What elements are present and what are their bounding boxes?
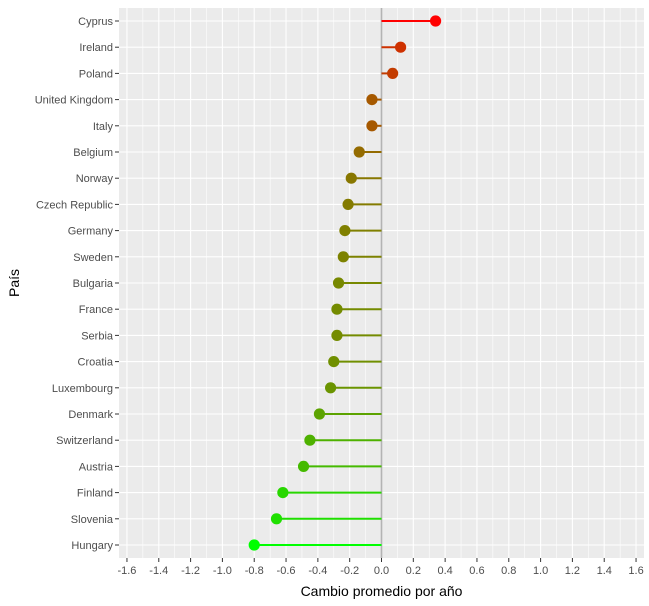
x-tick-label: 0.6 bbox=[469, 565, 484, 577]
y-tick-label: Denmark bbox=[68, 409, 113, 421]
x-tick-label: 0.4 bbox=[437, 565, 452, 577]
y-tick-label: Belgium bbox=[73, 147, 113, 159]
y-tick-label: Bulgaria bbox=[73, 278, 114, 290]
x-tick-label: 0.8 bbox=[501, 565, 516, 577]
x-axis-title: Cambio promedio por año bbox=[301, 583, 463, 599]
dot-serbia bbox=[331, 329, 343, 341]
y-tick-label: Czech Republic bbox=[36, 199, 114, 211]
lollipop-stems bbox=[254, 20, 436, 546]
x-tick-label: -0.6 bbox=[277, 565, 296, 577]
x-tick-label: -1.6 bbox=[117, 565, 136, 577]
dot-croatia bbox=[328, 356, 340, 368]
y-tick-label: Ireland bbox=[79, 42, 113, 54]
y-tick-label: Norway bbox=[76, 173, 114, 185]
y-tick-label: United Kingdom bbox=[35, 95, 113, 107]
dot-sweden bbox=[337, 251, 349, 263]
x-tick-label: -1.4 bbox=[149, 565, 168, 577]
dot-norway bbox=[345, 172, 357, 184]
dot-cyprus bbox=[429, 15, 442, 27]
y-tick-label: Cyprus bbox=[78, 16, 113, 28]
y-tick-label: Luxembourg bbox=[52, 383, 113, 395]
x-tick-label: 1.0 bbox=[533, 565, 548, 577]
y-tick-label: Slovenia bbox=[71, 514, 114, 526]
x-tick-label: 0.0 bbox=[374, 565, 389, 577]
dot-ireland bbox=[394, 41, 407, 53]
y-axis-title: País bbox=[6, 269, 22, 297]
dot-luxembourg bbox=[324, 382, 337, 394]
x-tick-label: -1.2 bbox=[181, 565, 200, 577]
dot-bulgaria bbox=[332, 277, 345, 289]
dot-belgium bbox=[353, 146, 365, 158]
dot-france bbox=[331, 303, 343, 315]
dot-switzerland bbox=[304, 434, 316, 446]
x-tick-label: 1.6 bbox=[628, 565, 643, 577]
y-tick-label: Poland bbox=[79, 68, 113, 80]
dot-austria bbox=[297, 460, 310, 472]
x-tick-label: 0.2 bbox=[406, 565, 421, 577]
x-tick-label: -0.8 bbox=[245, 565, 264, 577]
dot-germany bbox=[339, 225, 351, 237]
y-tick-label: Switzerland bbox=[56, 435, 113, 447]
dot-united-kingdom bbox=[366, 94, 378, 106]
x-tick-label: -0.2 bbox=[340, 565, 359, 577]
dot-czech-republic bbox=[342, 198, 354, 210]
y-tick-label: Austria bbox=[79, 461, 114, 473]
x-tick-label: 1.2 bbox=[565, 565, 580, 577]
y-tick-label: France bbox=[79, 304, 113, 316]
dot-hungary bbox=[248, 539, 260, 551]
y-tick-label: Sweden bbox=[73, 252, 113, 264]
dot-poland bbox=[387, 67, 399, 79]
x-tick-label: -0.4 bbox=[308, 565, 327, 577]
y-tick-label: Germany bbox=[68, 226, 114, 238]
y-tick-label: Croatia bbox=[78, 357, 114, 369]
dot-slovenia bbox=[270, 513, 283, 525]
y-tick-label: Serbia bbox=[81, 330, 114, 342]
lollipop-dots bbox=[248, 15, 442, 551]
x-axis-ticks: -1.6 -1.4 -1.2 -1.0 -0.8 -0.6 -0.4 -0.2 0.0 0.2 0.… bbox=[117, 558, 644, 577]
dot-italy bbox=[366, 120, 378, 132]
dot-denmark bbox=[313, 408, 326, 420]
y-tick-label: Italy bbox=[93, 121, 114, 133]
y-axis-ticks: Cyprus Ireland Poland United Kingdom Italy Be… bbox=[35, 16, 119, 552]
x-tick-label: 1.4 bbox=[597, 565, 612, 577]
dot-finland bbox=[277, 487, 289, 499]
y-tick-label: Hungary bbox=[71, 540, 113, 552]
y-tick-label: Finland bbox=[77, 488, 113, 500]
x-tick-label: -1.0 bbox=[213, 565, 232, 577]
